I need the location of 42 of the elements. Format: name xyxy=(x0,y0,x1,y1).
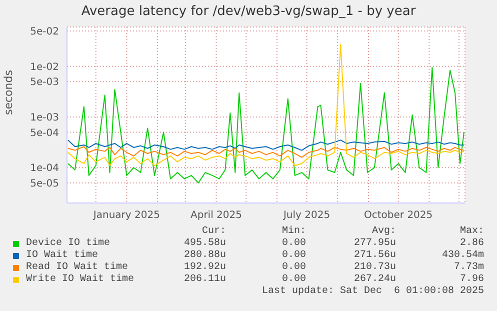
text: 0.00 xyxy=(282,274,306,285)
text: 277.95u xyxy=(354,238,396,249)
text: 280.88u xyxy=(184,250,226,261)
text: 495.58u xyxy=(184,238,226,249)
x-tick-label: October 2025 xyxy=(364,210,433,222)
y-tick-label: 1e-02 xyxy=(30,62,59,73)
text: 7.96 xyxy=(460,274,484,285)
text: 430.54m xyxy=(442,250,484,261)
y-tick-label: 1e-03 xyxy=(30,112,59,124)
text: 2.86 xyxy=(460,238,484,249)
line-series xyxy=(67,140,465,151)
text: 206.11u xyxy=(184,274,226,285)
text: 7.73m xyxy=(454,262,484,273)
text: Last update: Sat Dec 6 01:00:08 2025 xyxy=(262,286,484,297)
text: 271.56u xyxy=(354,250,396,261)
text: Min: xyxy=(282,226,306,237)
legend-label: Read IO Wait time xyxy=(26,262,128,273)
chart-title: Average latency for /dev/web3-vg/swap_1 - by year xyxy=(80,4,417,19)
text: 0.00 xyxy=(282,262,306,273)
text: 267.24u xyxy=(354,274,396,285)
legend-label: Write IO Wait time xyxy=(26,274,134,285)
y-axis-title: seconds xyxy=(2,70,15,115)
line-series xyxy=(67,67,465,184)
x-tick-label: July 2025 xyxy=(282,210,330,222)
y-tick-label: 5e-04 xyxy=(30,128,59,139)
text: Avg: xyxy=(372,226,396,237)
text: 0.00 xyxy=(282,238,306,249)
text: Cur: xyxy=(202,226,226,237)
x-tick-label: April 2025 xyxy=(190,210,242,222)
y-tick-label: 5e-02 xyxy=(30,26,59,38)
line-series xyxy=(67,146,465,158)
text: 0.00 xyxy=(282,250,306,261)
legend-label: Device IO time xyxy=(26,238,110,249)
text: 210.73u xyxy=(354,262,396,273)
x-tick-label: January 2025 xyxy=(92,210,160,222)
y-tick-label: 1e-04 xyxy=(30,163,59,174)
y-tick-label: 5e-05 xyxy=(30,178,59,190)
line-series xyxy=(67,44,465,166)
text: Max: xyxy=(460,226,484,237)
y-tick-label: 5e-03 xyxy=(30,77,59,88)
legend-label: IO Wait time xyxy=(26,250,98,261)
text: 192.92u xyxy=(184,262,226,273)
